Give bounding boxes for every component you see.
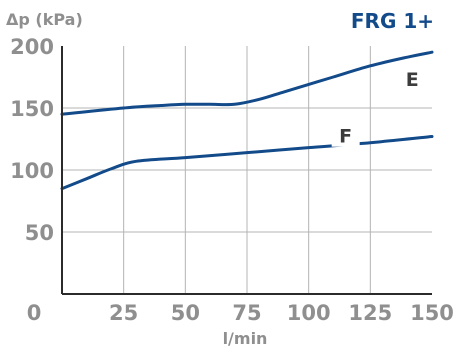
x-tick-label-6: 150 bbox=[410, 301, 454, 325]
series-label-bg-e bbox=[398, 68, 427, 91]
grid bbox=[62, 46, 432, 294]
x-tick-label-4: 100 bbox=[287, 301, 331, 325]
x-tick-label-1: 25 bbox=[109, 301, 138, 325]
x-tick-label-2: 50 bbox=[171, 301, 200, 325]
series-label-e: E bbox=[406, 69, 419, 91]
y-tick-label-1: 100 bbox=[10, 159, 54, 183]
tick-labels: 50 100 150 200 0 25 50 75 100 125 150 bbox=[10, 35, 454, 325]
series-labels: EF bbox=[331, 68, 427, 148]
y-axis-title: Δp (kPa) bbox=[6, 10, 83, 29]
series-line-e bbox=[60, 50, 434, 116]
y-tick-label-3: 200 bbox=[10, 35, 54, 59]
x-tick-label-5: 125 bbox=[348, 301, 392, 325]
x-axis-title: l/min bbox=[223, 329, 268, 348]
x-tick-label-3: 75 bbox=[232, 301, 261, 325]
y-tick-label-0: 50 bbox=[25, 221, 54, 245]
series-label-bg-f bbox=[331, 124, 360, 147]
x-tick-label-0: 0 bbox=[27, 301, 42, 325]
axes bbox=[61, 46, 432, 295]
series-label-f: F bbox=[339, 126, 352, 148]
chart-title: FRG 1+ bbox=[351, 9, 434, 33]
y-tick-label-2: 150 bbox=[10, 97, 54, 121]
